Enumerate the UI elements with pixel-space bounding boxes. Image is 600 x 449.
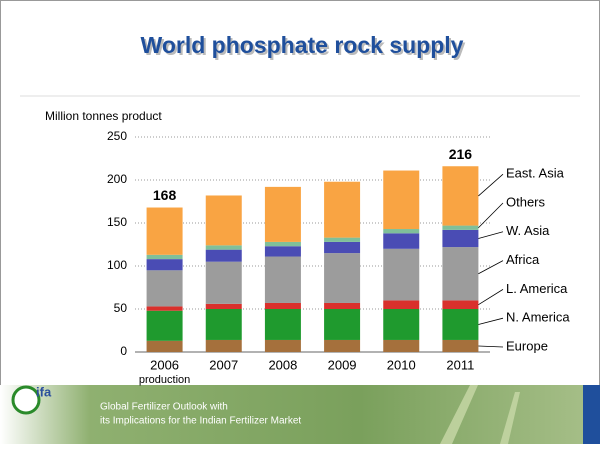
bar-segment bbox=[324, 309, 360, 340]
bar-segment bbox=[147, 341, 183, 352]
bar-segment bbox=[206, 309, 242, 340]
x-tick-label: 2007 bbox=[209, 357, 238, 372]
chart-title: World phosphate rock supply bbox=[141, 32, 464, 58]
y-tick-label: 250 bbox=[107, 129, 127, 143]
bar-segment bbox=[383, 171, 419, 229]
x-tick-label: 2011 bbox=[446, 357, 474, 372]
legend-label: Africa bbox=[506, 252, 540, 267]
bar-segment bbox=[383, 229, 419, 233]
bar-segment bbox=[324, 242, 360, 253]
bar-segment bbox=[147, 311, 183, 341]
y-tick-label: 50 bbox=[114, 301, 128, 315]
bar-segment bbox=[442, 247, 478, 300]
x-tick-label: 2006 bbox=[150, 357, 179, 372]
bar-segment bbox=[383, 300, 419, 309]
bar-segment bbox=[383, 233, 419, 248]
bar-segment bbox=[147, 306, 183, 310]
bar-segment bbox=[442, 226, 478, 230]
bar-segment bbox=[265, 309, 301, 340]
bar-segment bbox=[206, 340, 242, 352]
y-tick-label: 0 bbox=[120, 344, 127, 358]
y-tick-label: 150 bbox=[107, 215, 127, 229]
footer-edge bbox=[583, 385, 600, 444]
bar-segment bbox=[442, 230, 478, 247]
bar-segment bbox=[442, 309, 478, 340]
bar-segment bbox=[265, 242, 301, 246]
legend-label: N. America bbox=[506, 310, 570, 325]
bar-segment bbox=[206, 195, 242, 245]
bar-segment bbox=[383, 340, 419, 352]
bar-segment bbox=[206, 245, 242, 249]
bar-segment bbox=[265, 187, 301, 242]
footer-line: its Implications for the Indian Fertiliz… bbox=[100, 416, 301, 427]
bar-segment bbox=[265, 303, 301, 309]
bar-segment bbox=[442, 300, 478, 309]
bar-segment bbox=[383, 309, 419, 340]
logo-text: ifa bbox=[36, 384, 52, 399]
total-label: 216 bbox=[449, 146, 473, 162]
total-label: 168 bbox=[153, 187, 177, 203]
bar-segment bbox=[442, 166, 478, 225]
legend-label: W. Asia bbox=[506, 223, 550, 238]
bar-segment bbox=[383, 249, 419, 301]
bar-segment bbox=[265, 246, 301, 256]
bar-segment bbox=[265, 340, 301, 352]
bar-segment bbox=[147, 208, 183, 255]
bar-segment bbox=[147, 259, 183, 270]
bar-segment bbox=[324, 182, 360, 238]
bar-segment bbox=[206, 250, 242, 262]
x-tick-label: 2009 bbox=[328, 357, 357, 372]
bar-segment bbox=[147, 270, 183, 306]
bar-segment bbox=[324, 340, 360, 352]
y-tick-label: 100 bbox=[107, 258, 127, 272]
x-tick-label: 2008 bbox=[268, 357, 297, 372]
bar-segment bbox=[324, 238, 360, 242]
legend-label: Europe bbox=[506, 338, 548, 353]
legend-label: East. Asia bbox=[506, 166, 565, 181]
legend-label: L. America bbox=[506, 281, 568, 296]
footer-line: Global Fertilizer Outlook with bbox=[100, 402, 228, 413]
bar-segment bbox=[324, 253, 360, 303]
bar-segment bbox=[147, 255, 183, 259]
slide: World phosphate rock supply World phosph… bbox=[0, 0, 600, 444]
y-axis-label: Million tonnes product bbox=[45, 109, 162, 123]
bar-segment bbox=[265, 257, 301, 303]
x-tick-label: 2010 bbox=[387, 357, 416, 372]
legend-label: Others bbox=[506, 194, 546, 209]
bar-segment bbox=[324, 303, 360, 309]
y-tick-label: 200 bbox=[107, 172, 127, 186]
x-tick-note: production bbox=[139, 374, 190, 386]
bar-segment bbox=[206, 262, 242, 304]
bar-segment bbox=[442, 340, 478, 352]
bar-segment bbox=[206, 304, 242, 309]
